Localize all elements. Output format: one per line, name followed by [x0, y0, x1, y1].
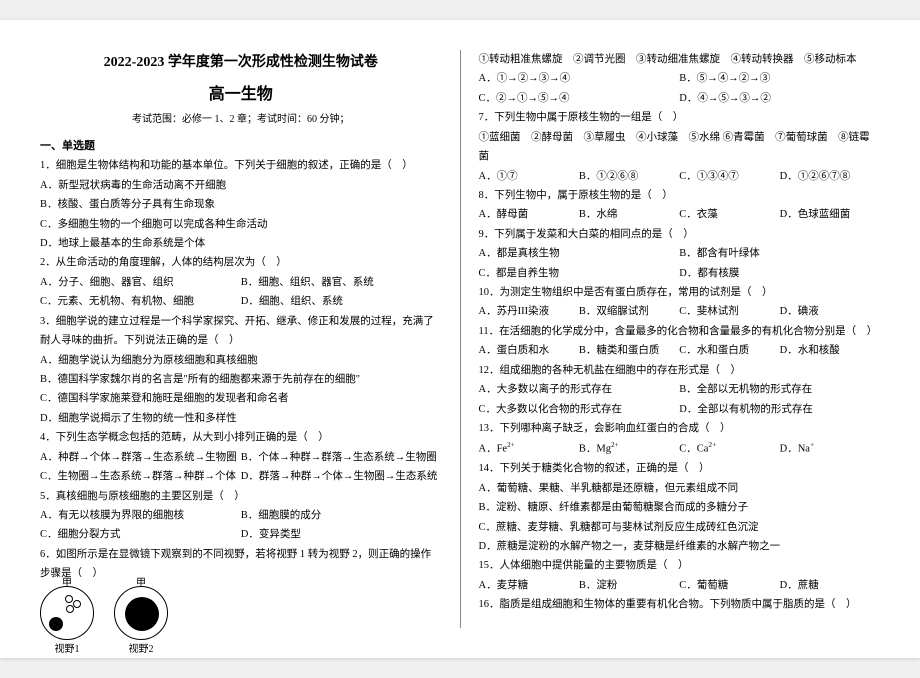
q15-opt-b: B．淀粉 [579, 576, 679, 595]
q6-figure: 甲 视野1 甲 视野2 [40, 586, 442, 660]
q12-stem: 12．组成细胞的各种无机盐在细胞中的存在形式是（ ） [479, 361, 881, 380]
fov1-label: 甲 [62, 575, 72, 594]
fov1-wrap: 甲 视野1 [40, 586, 94, 660]
q8-stem: 8．下列生物中，属于原核生物的是（ ） [479, 186, 881, 205]
fov1-cell-1 [65, 595, 73, 603]
q5-opt-b: B．细胞膜的成分 [241, 506, 442, 525]
q7-stem: 7．下列生物中属于原核生物的一组是（ ） [479, 108, 881, 127]
exam-page: 2022-2023 学年度第一次形成性检测生物试卷 高一生物 考试范围：必修一 … [0, 20, 920, 658]
title-main: 2022-2023 学年度第一次形成性检测生物试卷 [40, 50, 442, 76]
q9-opt-a: A．都是真核生物 [479, 244, 680, 263]
q1-opt-a: A．新型冠状病毒的生命活动离不开细胞 [40, 176, 442, 195]
q5-opt-d: D．变异类型 [241, 525, 442, 544]
q13-opt-a: A．Fe2+ [479, 438, 579, 459]
q7-opt-b: B．①②⑥⑧ [579, 167, 679, 186]
fov1-caption: 视野1 [40, 641, 94, 660]
q15-stem: 15．人体细胞中提供能量的主要物质是（ ） [479, 556, 881, 575]
q4-opt-a: A．种群→个体→群落→生态系统→生物圈 [40, 448, 241, 467]
q12-opt-a: A．大多数以离子的形式存在 [479, 380, 680, 399]
q7-opt-c: C．①③④⑦ [679, 167, 779, 186]
right-column: ①转动粗准焦螺旋 ②调节光圈 ③转动细准焦螺旋 ④转动转换器 ⑤移动标本 A．①… [461, 50, 881, 628]
q15-opt-d: D．蔗糖 [780, 576, 880, 595]
q15-opt-a: A．麦芽糖 [479, 576, 579, 595]
q10-opt-b: B．双缩脲试剂 [579, 302, 679, 321]
q8-opt-c: C．衣藻 [679, 205, 779, 224]
fov1-cell-3 [66, 605, 74, 613]
q14-opt-d: D．蔗糖是淀粉的水解产物之一，麦芽糖是纤维素的水解产物之一 [479, 537, 881, 556]
q5-stem: 5．真核细胞与原核细胞的主要区别是（ ） [40, 487, 442, 506]
q14-opt-c: C．蔗糖、麦芽糖、乳糖都可与斐林试剂反应生成砖红色沉淀 [479, 518, 881, 537]
q3-opt-d: D．细胞学说揭示了生物的统一性和多样性 [40, 409, 442, 428]
q7-list: ①蓝细菌 ②酵母菌 ③草履虫 ④小球藻 ⑤水绵 ⑥青霉菌 ⑦葡萄球菌 ⑧链霉菌 [479, 128, 881, 167]
q8-opt-d: D．色球蓝细菌 [780, 205, 880, 224]
fov1-cell-2 [73, 600, 81, 608]
q2-opt-d: D．细胞、组织、系统 [241, 292, 442, 311]
q6-opt-a: A．①→②→③→④ [479, 69, 680, 88]
q16-stem: 16．脂质是组成细胞和生物体的重要有机化合物。下列物质中属于脂质的是（ ） [479, 595, 881, 614]
q11-opt-d: D．水和核酸 [780, 341, 880, 360]
q5-opt-a: A．有无以核膜为界限的细胞核 [40, 506, 241, 525]
q7-opt-a: A．①⑦ [479, 167, 579, 186]
q6-steps: ①转动粗准焦螺旋 ②调节光圈 ③转动细准焦螺旋 ④转动转换器 ⑤移动标本 [479, 50, 881, 69]
q10-opt-a: A．苏丹III染液 [479, 302, 579, 321]
q3-opt-c: C．德国科学家施莱登和施旺是细胞的发现者和命名者 [40, 389, 442, 408]
q11-opt-c: C．水和蛋白质 [679, 341, 779, 360]
q1-opt-c: C．多细胞生物的一个细胞可以完成各种生命活动 [40, 215, 442, 234]
q4-stem: 4．下列生态学概念包括的范畴，从大到小排列正确的是（ ） [40, 428, 442, 447]
q4-opt-d: D．群落→种群→个体→生物圈→生态系统 [241, 467, 442, 486]
q2-stem: 2．从生命活动的角度理解，人体的结构层次为（ ） [40, 253, 442, 272]
q9-opt-d: D．都有核膜 [679, 264, 880, 283]
q10-opt-c: C．斐林试剂 [679, 302, 779, 321]
q12-opt-c: C．大多数以化合物的形式存在 [479, 400, 680, 419]
q4-opt-b: B．个体→种群→群落→生态系统→生物圈 [241, 448, 442, 467]
title-sub: 高一生物 [40, 80, 442, 110]
fov2-label: 甲 [136, 575, 146, 594]
q13-opt-d: D．Na+ [780, 438, 880, 459]
q14-opt-a: A．葡萄糖、果糖、半乳糖都是还原糖，但元素组成不同 [479, 479, 881, 498]
q10-opt-d: D．碘液 [780, 302, 880, 321]
q13-opt-b: B．Mg2+ [579, 438, 679, 459]
fov2-caption: 视野2 [114, 641, 168, 660]
q2-opt-c: C．元素、无机物、有机物、细胞 [40, 292, 241, 311]
q9-opt-b: B．都含有叶绿体 [679, 244, 880, 263]
q3-opt-b: B．德国科学家魏尔肖的名言是"所有的细胞都来源于先前存在的细胞" [40, 370, 442, 389]
q12-opt-b: B．全部以无机物的形式存在 [679, 380, 880, 399]
q1-opt-b: B．核酸、蛋白质等分子具有生命现象 [40, 195, 442, 214]
q6-stem: 6．如图所示是在显微镜下观察到的不同视野，若将视野 1 转为视野 2，则正确的操… [40, 545, 442, 584]
q10-stem: 10．为测定生物组织中是否有蛋白质存在，常用的试剂是（ ） [479, 283, 881, 302]
q8-opt-a: A．酵母菌 [479, 205, 579, 224]
fov1-circle: 甲 [40, 586, 94, 640]
exam-info: 考试范围：必修一 1、2 章；考试时间：60 分钟； [40, 111, 442, 130]
q7-opt-d: D．①②⑥⑦⑧ [780, 167, 880, 186]
section-1-heading: 一、单选题 [40, 136, 442, 156]
q2-opt-a: A．分子、细胞、器官、组织 [40, 273, 241, 292]
fov2-wrap: 甲 视野2 [114, 586, 168, 660]
q13-stem: 13．下列哪种离子缺乏，会影响血红蛋白的合成（ ） [479, 419, 881, 438]
q14-stem: 14．下列关于糖类化合物的叙述，正确的是（ ） [479, 459, 881, 478]
q5-opt-c: C．细胞分裂方式 [40, 525, 241, 544]
q3-opt-a: A．细胞学说认为细胞分为原核细胞和真核细胞 [40, 351, 442, 370]
q12-opt-d: D．全部以有机物的形式存在 [679, 400, 880, 419]
q6-opt-c: C．②→①→⑤→④ [479, 89, 680, 108]
fov1-object [49, 617, 63, 631]
q11-opt-a: A．蛋白质和水 [479, 341, 579, 360]
q4-opt-c: C．生物圈→生态系统→群落→种群→个体 [40, 467, 241, 486]
q11-stem: 11．在活细胞的化学成分中，含量最多的化合物和含量最多的有机化合物分别是（ ） [479, 322, 881, 341]
q6-opt-d: D．④→⑤→③→② [679, 89, 880, 108]
q1-stem: 1．细胞是生物体结构和功能的基本单位。下列关于细胞的叙述，正确的是（ ） [40, 156, 442, 175]
q1-opt-d: D．地球上最基本的生命系统是个体 [40, 234, 442, 253]
q11-opt-b: B．糖类和蛋白质 [579, 341, 679, 360]
left-column: 2022-2023 学年度第一次形成性检测生物试卷 高一生物 考试范围：必修一 … [40, 50, 461, 628]
q3-stem: 3．细胞学说的建立过程是一个科学家探究、开拓、继承、修正和发展的过程，充满了耐人… [40, 312, 442, 351]
fov2-object [125, 597, 159, 631]
q15-opt-c: C．葡萄糖 [679, 576, 779, 595]
q13-opt-c: C．Ca2+ [679, 438, 779, 459]
fov2-circle: 甲 [114, 586, 168, 640]
q9-stem: 9．下列属于发菜和大白菜的相同点的是（ ） [479, 225, 881, 244]
q8-opt-b: B．水绵 [579, 205, 679, 224]
q2-opt-b: B．细胞、组织、器官、系统 [241, 273, 442, 292]
q6-opt-b: B．⑤→④→②→③ [679, 69, 880, 88]
q14-opt-b: B．淀粉、糖原、纤维素都是由葡萄糖聚合而成的多糖分子 [479, 498, 881, 517]
q9-opt-c: C．都是自养生物 [479, 264, 680, 283]
